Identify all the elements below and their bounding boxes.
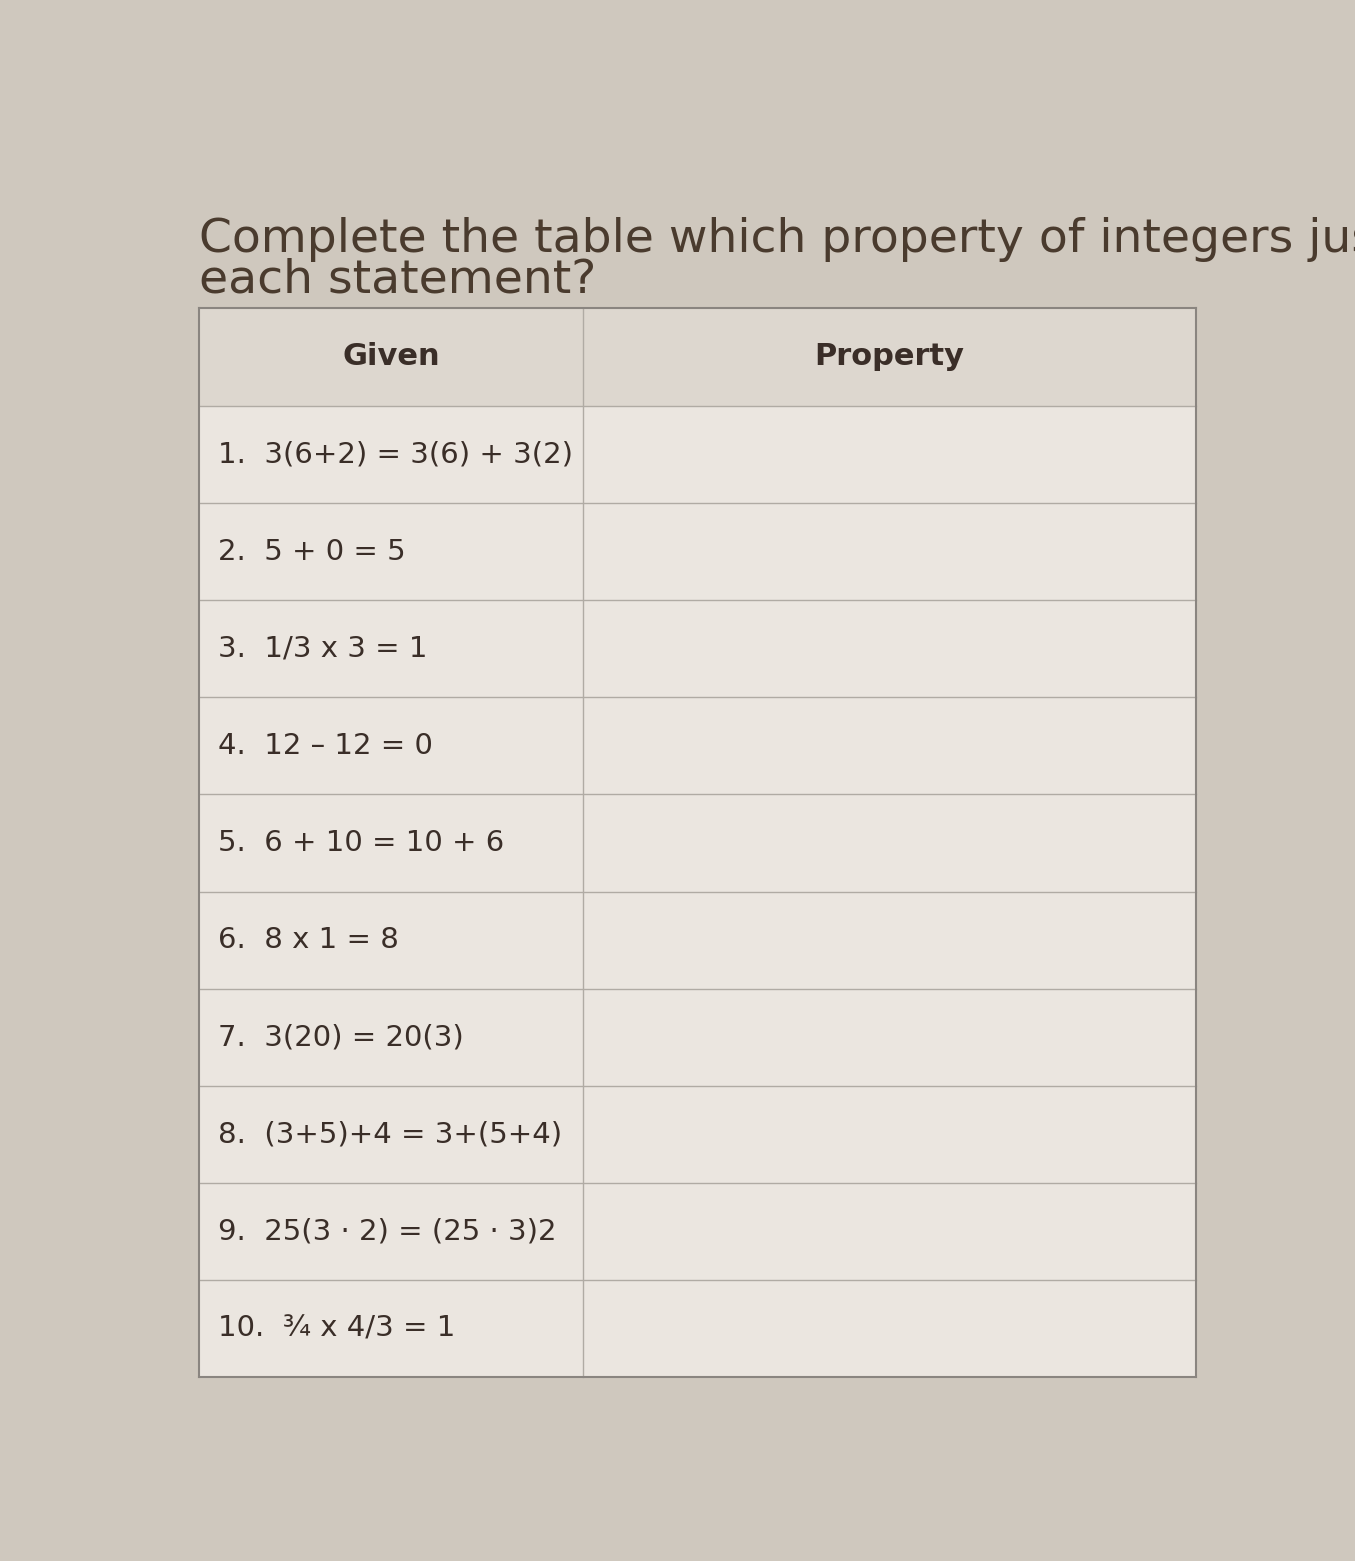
Text: 7.  3(20) = 20(3): 7. 3(20) = 20(3) (218, 1024, 463, 1051)
Text: 1.  3(6+2) = 3(6) + 3(2): 1. 3(6+2) = 3(6) + 3(2) (218, 440, 573, 468)
Text: 6.  8 x 1 = 8: 6. 8 x 1 = 8 (218, 926, 398, 954)
Bar (199, 308, 1196, 1377)
Text: 9.  25(3 · 2) = (25 · 3)2: 9. 25(3 · 2) = (25 · 3)2 (218, 1218, 556, 1246)
Text: 4.  12 – 12 = 0: 4. 12 – 12 = 0 (218, 732, 432, 760)
Text: Complete the table which property of integers justifies: Complete the table which property of int… (199, 217, 1355, 262)
Text: 10.  ¾ x 4/3 = 1: 10. ¾ x 4/3 = 1 (218, 1314, 455, 1342)
Text: 8.  (3+5)+4 = 3+(5+4): 8. (3+5)+4 = 3+(5+4) (218, 1121, 562, 1149)
Bar (199, 308, 1196, 406)
Text: 2.  5 + 0 = 5: 2. 5 + 0 = 5 (218, 537, 405, 565)
Text: each statement?: each statement? (199, 258, 596, 301)
Text: 3.  1/3 x 3 = 1: 3. 1/3 x 3 = 1 (218, 635, 427, 663)
Text: 5.  6 + 10 = 10 + 6: 5. 6 + 10 = 10 + 6 (218, 829, 504, 857)
Text: Given: Given (341, 342, 439, 372)
Text: Property: Property (814, 342, 965, 372)
